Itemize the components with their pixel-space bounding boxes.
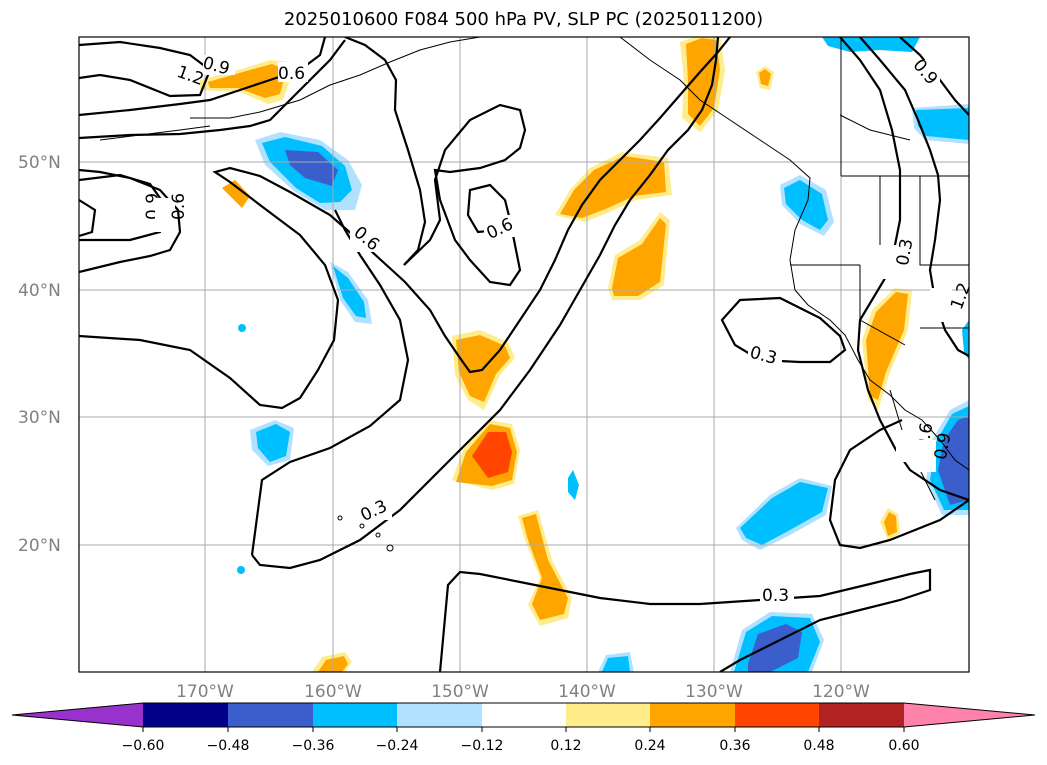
- colorbar: −0.60 −0.48 −0.36 −0.24 −0.12 0.12 0.24 …: [11, 702, 1036, 754]
- colorbar-tick: 0.24: [634, 738, 665, 754]
- longitude-labels: 170°W 160°W 150°W 140°W 130°W 120°W: [176, 682, 870, 702]
- contour-label: 0.3: [893, 237, 917, 267]
- colorbar-tick: 0.48: [803, 738, 834, 754]
- colorbar-tick: −0.48: [207, 738, 250, 754]
- colorbar-segment: [313, 703, 397, 727]
- lon-label: 160°W: [304, 682, 362, 702]
- pv-negative-region: [962, 320, 969, 360]
- map-frame-bg: [79, 37, 969, 672]
- pv-negative-region: [602, 656, 630, 672]
- colorbar-tick: −0.60: [122, 738, 165, 754]
- coastlines: [99, 37, 969, 552]
- pv-positive-region: [866, 292, 908, 400]
- pv-positive-region: [759, 69, 771, 86]
- colorbar-segment: [735, 703, 819, 727]
- lat-label: 50°N: [18, 153, 61, 173]
- pv-negative-region: [740, 482, 828, 545]
- contour-labels: 0.9 0.6 1.2 0.9 0.6 0.6 0.6 0.3 0.3 0.3 …: [128, 53, 975, 606]
- colorbar-tick: 0.12: [550, 738, 581, 754]
- contour-label: 1.2: [947, 280, 975, 312]
- lon-label: 120°W: [812, 682, 870, 702]
- colorbar-extend-high: [904, 703, 1035, 727]
- pv-negative-region: [285, 150, 338, 186]
- pv-shading: [200, 37, 969, 672]
- pv-positive-region: [612, 218, 666, 296]
- colorbar-segment: [650, 703, 735, 727]
- colorbar-tick: −0.24: [376, 738, 419, 754]
- colorbar-segment: [482, 703, 566, 727]
- lat-label: 40°N: [18, 281, 61, 301]
- colorbar-segment: [397, 703, 482, 727]
- pv-positive-region: [522, 514, 568, 620]
- contour-label: 0.6: [278, 64, 305, 84]
- pv-negative-region: [916, 108, 969, 140]
- pv-negative-region: [568, 470, 579, 500]
- chart-title: 2025010600 F084 500 hPa PV, SLP PC (2025…: [283, 9, 764, 30]
- pv-negative-region: [822, 37, 920, 52]
- contour-label: 0.3: [762, 586, 789, 606]
- colorbar-segment: [228, 703, 313, 727]
- colorbar-segment: [566, 703, 650, 727]
- pv-positive-region: [208, 64, 286, 98]
- lat-label: 30°N: [18, 408, 61, 428]
- colorbar-segment: [819, 703, 904, 727]
- colorbar-tick: −0.12: [461, 738, 504, 754]
- pv-positive-region: [472, 432, 512, 478]
- colorbar-extend-low: [12, 703, 143, 727]
- pv-negative-region: [938, 416, 969, 505]
- lon-label: 170°W: [176, 682, 234, 702]
- lon-label: 140°W: [558, 682, 616, 702]
- colorbar-tick: −0.36: [292, 738, 335, 754]
- lat-label: 20°N: [18, 536, 61, 556]
- colorbar-segment: [143, 703, 228, 727]
- lon-label: 150°W: [431, 682, 489, 702]
- pv-positive-region: [884, 512, 897, 536]
- pv-positive-region: [222, 180, 250, 208]
- contour-label: 0.6: [169, 193, 189, 220]
- latitude-labels: 50°N 40°N 30°N 20°N: [18, 153, 61, 556]
- colorbar-tick: 0.36: [719, 738, 750, 754]
- lon-label: 130°W: [685, 682, 743, 702]
- pv-negative-region: [333, 266, 366, 318]
- pv-negative-region: [256, 424, 290, 462]
- map-border: [78, 36, 970, 673]
- contour-label: 0.9: [931, 431, 955, 461]
- colorbar-tick: 0.60: [888, 738, 919, 754]
